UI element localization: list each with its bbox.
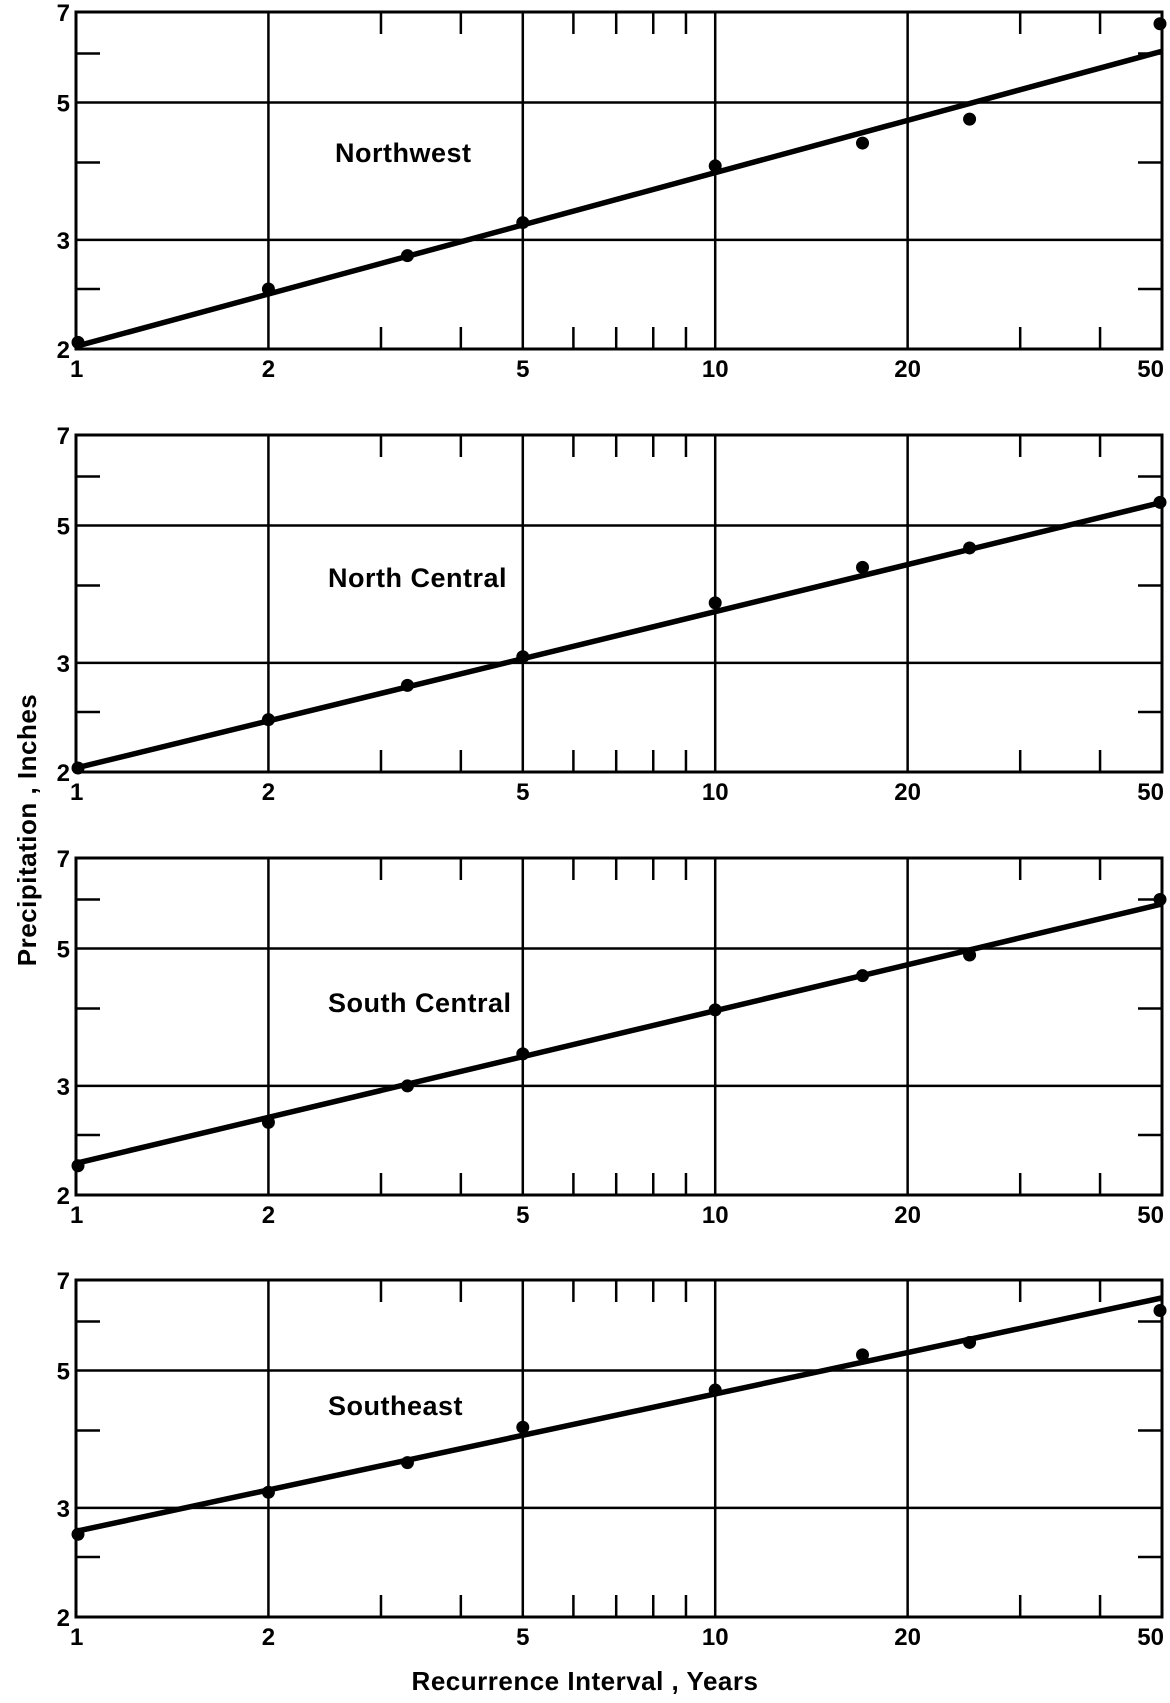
x-tick-label: 10 <box>702 1202 729 1229</box>
x-tick-label: 10 <box>702 356 729 383</box>
data-point <box>1153 495 1167 509</box>
x-tick-label: 50 <box>1137 779 1164 806</box>
y-tick-label: 2 <box>57 337 70 364</box>
y-tick-label: 5 <box>57 937 70 964</box>
panel-label: North Central <box>328 563 507 593</box>
data-point <box>1153 1303 1167 1317</box>
x-tick-label: 1 <box>70 779 83 806</box>
x-tick-label: 1 <box>70 1202 83 1229</box>
data-point <box>708 159 722 173</box>
x-tick-label: 2 <box>262 356 275 383</box>
x-tick-label: 2 <box>262 1624 275 1651</box>
data-point <box>856 1348 870 1362</box>
data-point <box>400 678 414 692</box>
plot-frame <box>74 433 1164 774</box>
y-tick-label: 3 <box>57 228 70 255</box>
plot-frame <box>74 10 1164 351</box>
data-point <box>856 560 870 574</box>
y-tick-label: 5 <box>57 514 70 541</box>
data-point <box>856 136 870 150</box>
x-tick-label: 50 <box>1137 1202 1164 1229</box>
x-tick-label: 1 <box>70 1624 83 1651</box>
y-tick-label: 5 <box>57 91 70 118</box>
data-point <box>400 1079 414 1093</box>
data-point <box>71 335 85 349</box>
data-point <box>516 1420 530 1434</box>
data-point <box>261 713 275 727</box>
data-point <box>963 948 977 962</box>
data-point <box>963 112 977 126</box>
x-tick-label: 5 <box>516 1624 529 1651</box>
data-point <box>1153 892 1167 906</box>
x-tick-label: 10 <box>702 779 729 806</box>
y-tick-label: 2 <box>57 1605 70 1632</box>
x-tick-label: 2 <box>262 1202 275 1229</box>
data-point <box>963 541 977 555</box>
data-point <box>516 216 530 230</box>
data-point <box>71 1527 85 1541</box>
x-tick-label: 5 <box>516 779 529 806</box>
x-tick-label: 20 <box>894 356 921 383</box>
x-tick-label: 10 <box>702 1624 729 1651</box>
plot-frame <box>74 856 1164 1197</box>
y-tick-label: 7 <box>57 423 70 450</box>
panel-label: Southeast <box>328 1391 463 1421</box>
panel-label: Northwest <box>335 138 472 168</box>
x-tick-label: 2 <box>262 779 275 806</box>
data-point <box>708 1003 722 1017</box>
data-point <box>261 282 275 296</box>
data-point <box>1153 17 1167 31</box>
fit-line <box>75 499 1163 771</box>
x-tick-label: 5 <box>516 1202 529 1229</box>
data-point <box>400 249 414 263</box>
y-tick-label: 2 <box>57 1183 70 1210</box>
panel-label: South Central <box>328 988 512 1018</box>
y-tick-label: 3 <box>57 1496 70 1523</box>
data-point <box>261 1485 275 1499</box>
y-tick-label: 5 <box>57 1359 70 1386</box>
y-tick-label: 3 <box>57 651 70 678</box>
data-point <box>516 650 530 664</box>
data-point <box>261 1115 275 1129</box>
data-point <box>963 1335 977 1349</box>
fit-line <box>75 48 1163 349</box>
x-tick-label: 20 <box>894 1624 921 1651</box>
x-tick-label: 50 <box>1137 356 1164 383</box>
x-tick-label: 1 <box>70 356 83 383</box>
data-point <box>516 1047 530 1061</box>
data-point <box>708 596 722 610</box>
x-tick-label: 20 <box>894 1202 921 1229</box>
y-tick-label: 3 <box>57 1074 70 1101</box>
data-point <box>71 761 85 775</box>
x-tick-label: 5 <box>516 356 529 383</box>
x-tick-label: 50 <box>1137 1624 1164 1651</box>
y-tick-label: 7 <box>57 1268 70 1295</box>
x-axis-title: Recurrence Interval , Years <box>412 1666 759 1696</box>
y-tick-label: 2 <box>57 760 70 787</box>
y-tick-label: 7 <box>57 846 70 873</box>
plot-frame <box>74 1278 1164 1619</box>
fit-line <box>75 901 1163 1166</box>
y-tick-label: 7 <box>57 0 70 27</box>
data-point <box>708 1383 722 1397</box>
data-point <box>856 969 870 983</box>
x-tick-label: 20 <box>894 779 921 806</box>
y-axis-title: Precipitation , Inches <box>12 694 42 967</box>
data-point <box>400 1456 414 1470</box>
fit-line <box>75 1295 1163 1535</box>
data-point <box>71 1159 85 1173</box>
